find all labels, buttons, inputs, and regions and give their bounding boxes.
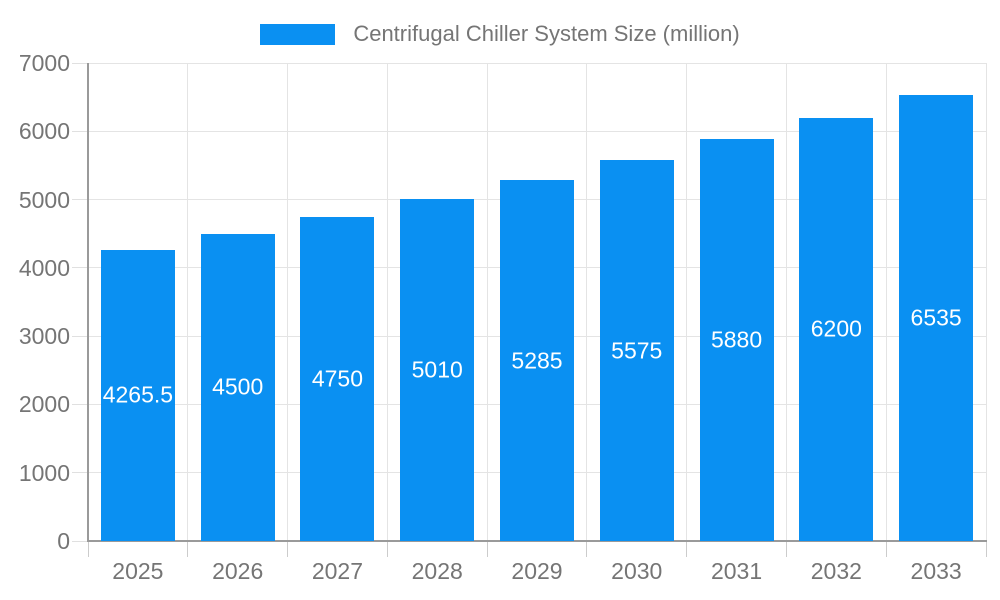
plot-area: 4265.5 4500 4750 5010 5285 5575 5880 6200 6535 [72,62,987,557]
y-tick-label: 3000 [18,323,70,350]
bar-value-label: 4750 [311,365,364,392]
y-tick-mark [72,199,87,201]
bar-2027[interactable]: 4750 [300,216,375,541]
gridline-horizontal [88,130,986,132]
bar-2029[interactable]: 5285 [500,180,574,541]
x-tick-mark [985,542,987,557]
x-tick-mark [87,542,89,557]
y-axis-line [87,63,89,541]
x-tick-label: 2027 [311,558,364,584]
bar-2031[interactable]: 5880 [699,139,774,541]
gridline-vertical [187,63,189,541]
gridline-vertical [486,63,488,541]
gridline-vertical [985,63,987,541]
y-tick-mark [72,267,87,269]
gridline-vertical [287,63,289,541]
x-tick-label: 2026 [212,558,264,584]
x-axis-line [87,540,987,542]
x-tick-mark [187,542,189,557]
gridline-horizontal [88,62,986,64]
y-tick-mark [72,62,87,64]
bar-value-label: 4500 [212,373,264,400]
y-tick-label: 4000 [18,254,70,281]
y-tick-mark [72,403,87,405]
y-tick-mark [72,540,87,542]
bar-value-label: 5575 [611,337,663,364]
y-tick-mark [72,130,87,132]
gridline-vertical [386,63,388,541]
bar-value-label: 5010 [411,356,463,383]
x-tick-label: 2032 [810,558,862,584]
legend-swatch-icon [260,23,336,45]
bar-value-label: 5285 [511,347,563,374]
legend-item[interactable]: Centrifugal Chiller System Size (million… [260,21,740,47]
legend-label: Centrifugal Chiller System Size (million… [353,21,740,46]
bar-2032[interactable]: 6200 [799,117,874,541]
x-tick-mark [586,542,588,557]
y-tick-label: 2000 [18,391,70,418]
legend: Centrifugal Chiller System Size (million… [0,21,1000,47]
gridline-vertical [686,63,688,541]
y-tick-label: 5000 [18,186,70,213]
x-tick-mark [287,542,289,557]
bar-2030[interactable]: 5575 [599,160,674,541]
y-tick-mark [72,472,87,474]
bar-2028[interactable]: 5010 [400,198,475,541]
x-tick-label: 2033 [910,558,962,584]
x-tick-mark [486,542,488,557]
x-tick-mark [686,542,688,557]
y-tick-label: 6000 [18,118,70,145]
bar-2033[interactable]: 6535 [899,94,974,541]
gridline-vertical [885,63,887,541]
y-tick-label: 1000 [18,459,70,486]
x-tick-label: 2030 [611,558,663,584]
x-tick-mark [885,542,887,557]
x-tick-label: 2031 [710,558,763,584]
bar-value-label: 4265.5 [102,381,174,408]
x-tick-mark [785,542,787,557]
bar-value-label: 6535 [910,304,962,331]
x-tick-label: 2025 [112,558,164,584]
bar-value-label: 5880 [710,326,763,353]
x-tick-mark [386,542,388,557]
bar-2025[interactable]: 4265.5 [100,249,175,541]
y-tick-label: 0 [57,528,70,554]
x-tick-label: 2028 [411,558,463,584]
bar-2026[interactable]: 4500 [200,233,275,541]
gridline-vertical [785,63,787,541]
x-tick-label: 2029 [511,558,563,584]
bar-value-label: 6200 [810,315,862,342]
y-tick-mark [72,335,87,337]
y-tick-label: 7000 [18,50,70,76]
gridline-vertical [586,63,588,541]
